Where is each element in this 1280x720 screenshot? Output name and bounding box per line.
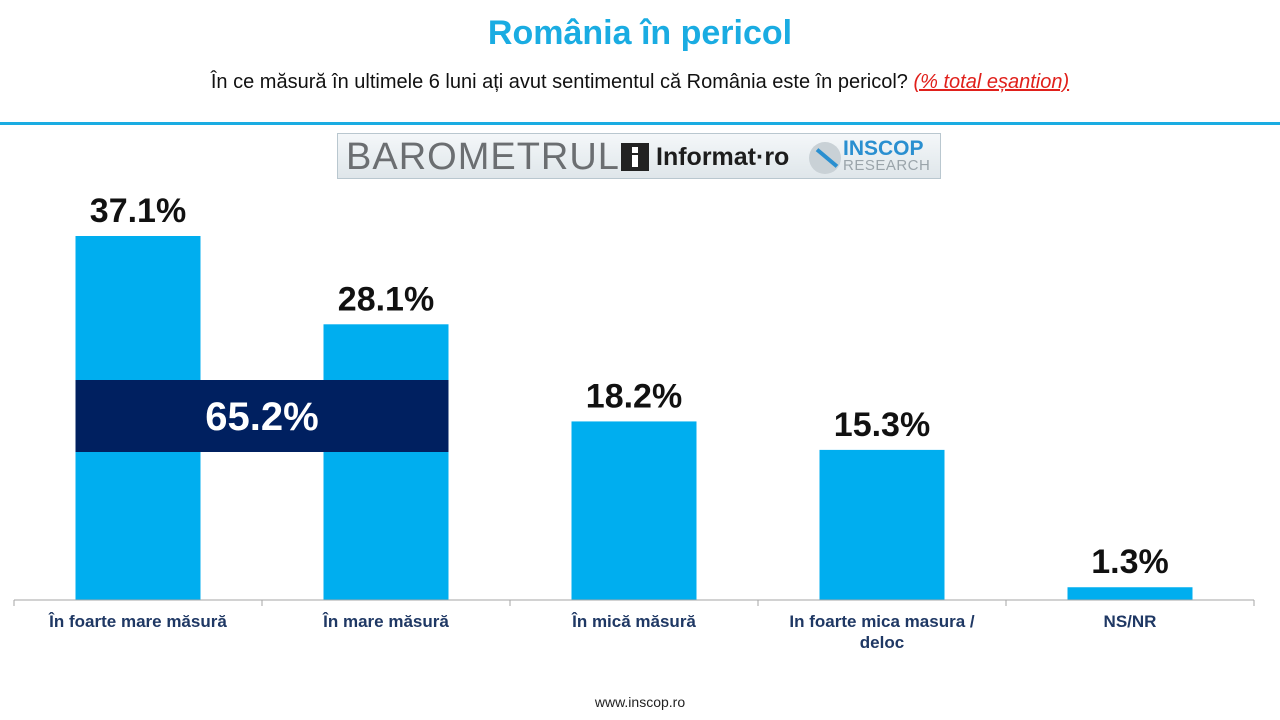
research-logo-text: RESEARCH bbox=[843, 157, 931, 174]
category-label-line: NS/NR bbox=[1104, 612, 1157, 631]
category-label: În mică măsură bbox=[571, 612, 696, 631]
category-label: În foarte mare măsură bbox=[48, 612, 227, 631]
data-label: 1.3% bbox=[1091, 543, 1169, 581]
bar bbox=[323, 324, 449, 600]
bar bbox=[571, 421, 697, 600]
sponsor-logo-banner: BAROMETRUL Informat·ro INSCOP RESEARCH bbox=[337, 133, 941, 179]
bar bbox=[819, 449, 945, 600]
category-label-line: În mică măsură bbox=[571, 612, 696, 631]
chart-title: România în pericol bbox=[487, 14, 793, 52]
data-label: 37.1% bbox=[90, 192, 186, 230]
category-label-line: In foarte mica masura / bbox=[789, 612, 974, 631]
combined-total-label: 65.2% bbox=[205, 395, 318, 439]
footer-url: www.inscop.ro bbox=[594, 694, 686, 710]
data-label: 18.2% bbox=[586, 377, 682, 415]
category-label: In foarte mica masura / deloc bbox=[789, 612, 974, 652]
barometrul-logo-text: BAROMETRUL bbox=[346, 136, 620, 178]
chart-subtitle: În ce măsură în ultimele 6 luni ați avut… bbox=[0, 71, 1280, 94]
bar bbox=[1067, 587, 1193, 600]
subtitle-question: În ce măsură în ultimele 6 luni ați avut… bbox=[210, 71, 908, 93]
category-label-line: deloc bbox=[860, 633, 904, 652]
combined-total-band bbox=[75, 380, 449, 452]
category-label-line: În mare măsură bbox=[322, 612, 449, 631]
category-label-line: În foarte mare măsură bbox=[48, 612, 227, 631]
informat-logo-text: Informat·ro bbox=[656, 143, 790, 171]
subtitle-note: (% total eșantion) bbox=[913, 71, 1070, 93]
inscop-logo-icon bbox=[809, 142, 841, 174]
informat-logo-icon bbox=[621, 143, 649, 171]
inscop-logo-text: INSCOP bbox=[843, 137, 924, 160]
category-label: NS/NR bbox=[1104, 612, 1157, 631]
header-divider bbox=[0, 122, 1280, 125]
data-label: 28.1% bbox=[338, 280, 434, 318]
category-label: În mare măsură bbox=[322, 612, 449, 631]
data-label: 15.3% bbox=[834, 406, 930, 444]
